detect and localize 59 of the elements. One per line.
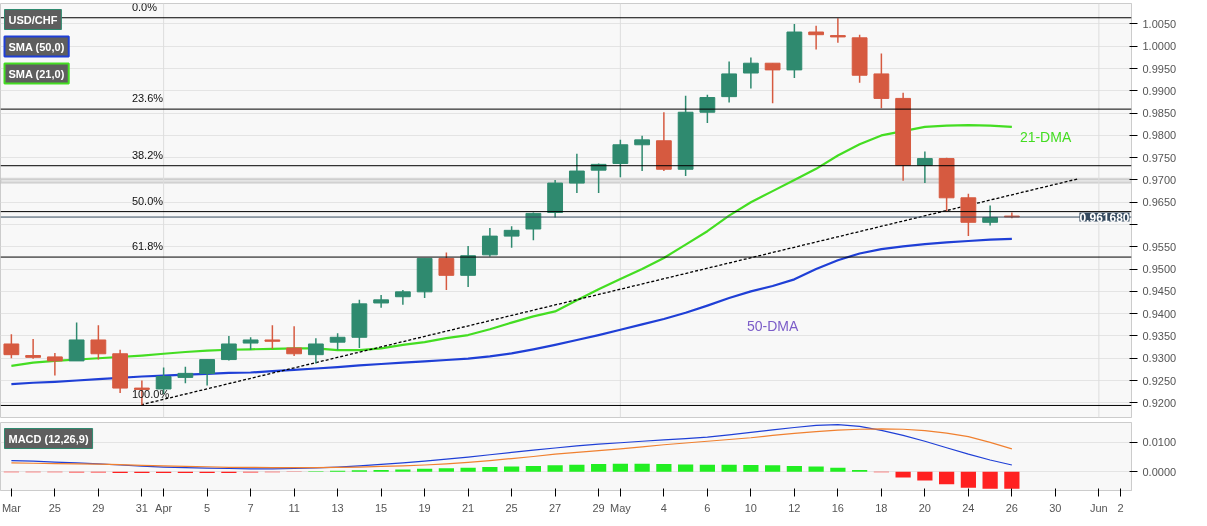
y-tick-label: 0.9900 <box>1142 84 1177 97</box>
ref-line-label: 0.961680 <box>1079 210 1130 225</box>
y-tick-label: 0.9850 <box>1142 107 1177 120</box>
x-tick-label: 15 <box>375 501 388 514</box>
y-tick-label: 0.0100 <box>1142 436 1177 449</box>
x-tick-label: 24 <box>962 501 975 514</box>
text: SMA (21,0) <box>8 67 65 80</box>
x-tick-label: 11 <box>288 501 300 514</box>
x-tick-label: 7 <box>247 501 254 514</box>
text: USD/CHF <box>8 13 58 26</box>
x-tick-label: 30 <box>1049 501 1062 514</box>
x-tick-label: 29 <box>92 501 105 514</box>
x-tick-label: 2 <box>1117 501 1124 514</box>
y-tick-label: 0.9800 <box>1142 129 1177 142</box>
annotation: 61.8% <box>131 240 164 253</box>
annotation: 50.0% <box>131 194 164 207</box>
y-tick-label: 0.9500 <box>1142 263 1177 276</box>
y-tick-label: 0.9700 <box>1142 173 1177 186</box>
x-tick-label: 5 <box>204 501 211 514</box>
x-tick-label: Jun <box>1090 501 1108 514</box>
y-tick-label: 1.0050 <box>1142 18 1177 30</box>
x-tick-label: 27 <box>549 501 562 514</box>
y-tick-label: 0.9200 <box>1142 396 1177 409</box>
y-tick-label: 0.9250 <box>1142 374 1177 387</box>
annotation: 21-DMA <box>1019 128 1072 145</box>
x-tick-label: 25 <box>48 501 62 514</box>
x-tick-label: 10 <box>744 501 758 514</box>
x-tick-label: 13 <box>331 501 344 514</box>
annotation: 50-DMA <box>746 318 799 335</box>
x-tick-label: 20 <box>918 501 932 514</box>
y-tick-label: 0.9300 <box>1142 352 1177 365</box>
annotation: 0.0% <box>131 0 158 13</box>
x-tick-label: 26 <box>1005 501 1019 514</box>
x-tick-label: 31 <box>135 501 149 514</box>
x-tick-label: 4 <box>660 501 667 514</box>
x-tick-label: 6 <box>704 501 711 514</box>
y-tick-label: 0.9350 <box>1142 329 1177 342</box>
x-tick-label: 16 <box>831 501 845 514</box>
annotation: 38.2% <box>131 148 164 161</box>
x-tick-label: 19 <box>418 501 431 514</box>
y-tick-label: 0.0000 <box>1142 465 1177 478</box>
x-tick-label: Apr <box>155 501 173 514</box>
text: SMA (50,0) <box>8 40 65 53</box>
y-tick-label: 0.9750 <box>1142 151 1177 164</box>
x-tick-label: 12 <box>788 501 801 514</box>
x-tick-label: May <box>609 501 632 514</box>
y-tick-label: 0.9550 <box>1142 240 1177 253</box>
y-tick-label: 0.9400 <box>1142 307 1177 320</box>
text: MACD (12,26,9) <box>8 432 89 445</box>
y-tick-label: 0.9950 <box>1142 62 1177 75</box>
annotation: 23.6% <box>131 92 164 105</box>
x-tick-label: 25 <box>505 501 518 514</box>
x-tick-label: 18 <box>875 501 888 514</box>
y-tick-label: 1.0000 <box>1142 40 1177 53</box>
y-tick-label: 0.9450 <box>1142 285 1177 298</box>
x-tick-label: 29 <box>592 501 605 514</box>
y-tick-label: 0.9650 <box>1142 196 1177 209</box>
x-tick-label: 21 <box>462 501 475 514</box>
x-tick-label: Mar <box>1 501 22 514</box>
